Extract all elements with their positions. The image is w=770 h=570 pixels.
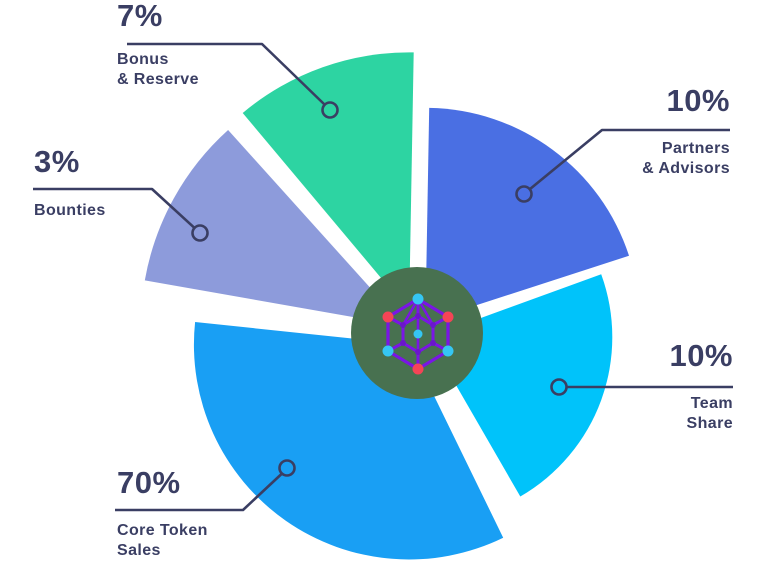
callout-value-partners-advisors: 10%: [666, 83, 730, 118]
callout-label-partners-advisors: Partners & Advisors: [642, 139, 730, 179]
callout-label-line2: & Advisors: [642, 160, 730, 177]
hex-network-logo-node-center: [413, 329, 423, 339]
leader-line-partners-advisors: [529, 128, 730, 190]
callout-label-line2: & Reserve: [117, 71, 199, 88]
ring-marker-team-share: [550, 378, 568, 396]
callout-value-core-token-sales: 70%: [117, 465, 181, 500]
hex-network-logo-node-cyan: [412, 293, 424, 305]
leader-line-core-token-sales: [115, 473, 283, 512]
hex-network-logo-node-red: [442, 311, 454, 323]
ring-marker-bounties: [191, 224, 209, 242]
callout-label-bonus-reserve: Bonus & Reserve: [117, 50, 199, 90]
callout-label-line1: Bounties: [34, 202, 106, 219]
pie-slice-partners-advisors: [425, 107, 629, 322]
hex-network-logo-node-purple: [415, 313, 421, 319]
ring-marker-core-token-sales: [278, 459, 296, 477]
hex-network-logo-node-purple: [430, 322, 436, 328]
callout-label-line1: Team: [690, 395, 733, 412]
pie-slice-bounties: [144, 130, 405, 327]
callout-label-core-token-sales: Core Token Sales: [117, 521, 208, 561]
hex-network-logo-node-cyan: [442, 345, 454, 357]
hex-network-logo-node-purple: [400, 340, 406, 346]
callout-label-line1: Bonus: [117, 51, 169, 68]
callout-label-line1: Partners: [661, 140, 730, 157]
hex-network-logo-node-cyan: [382, 345, 394, 357]
callout-value-bounties: 3%: [34, 144, 80, 179]
leader-line-bounties: [33, 187, 195, 229]
hex-network-logo-node-red: [412, 363, 424, 375]
leader-line-bonus-reserve: [127, 42, 326, 106]
hex-network-logo-node-purple: [430, 340, 436, 346]
callout-label-line2: Sales: [117, 542, 161, 559]
callout-value-team-share: 10%: [669, 338, 733, 373]
hex-network-logo-node-purple: [400, 322, 406, 328]
ring-marker-partners-advisors: [515, 185, 533, 203]
callout-label-bounties: Bounties: [34, 201, 106, 221]
ring-marker-bonus-reserve: [321, 101, 339, 119]
callout-value-bonus-reserve: 7%: [117, 0, 163, 33]
callout-label-team-share: Team Share: [687, 394, 733, 434]
hex-network-logo-node-red: [382, 311, 394, 323]
hex-network-logo-node-purple: [415, 349, 421, 355]
callout-label-line1: Core Token: [117, 522, 208, 539]
pie-slice-bonus-reserve: [242, 52, 414, 312]
callout-label-line2: Share: [686, 415, 733, 432]
